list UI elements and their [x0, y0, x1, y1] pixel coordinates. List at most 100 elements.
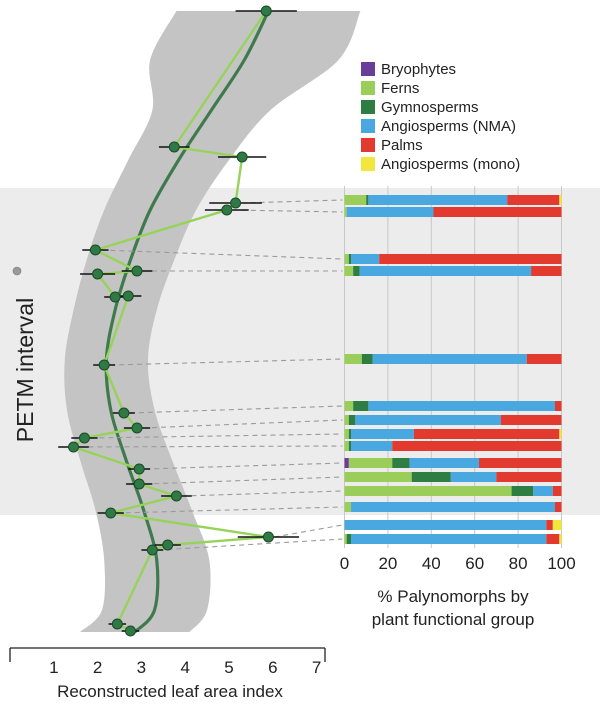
- sample-point: [236, 151, 248, 163]
- legend-swatch: [361, 81, 375, 95]
- bar-segment: [344, 472, 412, 482]
- bar-segment: [409, 458, 480, 468]
- sample-point: [230, 197, 242, 209]
- sample-point: [78, 432, 90, 444]
- bar-segment: [372, 354, 527, 364]
- sample-point: [68, 441, 80, 453]
- legend-label: Angiosperms (NMA): [381, 118, 516, 135]
- percent-tick-labels: 0 20 40 60 80 100: [340, 554, 576, 573]
- bar-segment: [496, 472, 562, 482]
- bar-panel: [344, 186, 562, 548]
- bar-segment: [533, 486, 553, 496]
- petm-interval-label: PETM interval: [12, 298, 38, 442]
- bar-segment: [344, 534, 347, 544]
- lai-tick-label: 4: [180, 658, 189, 677]
- bar-segment: [559, 429, 562, 439]
- bar-segment: [344, 266, 354, 276]
- bar-segment: [531, 266, 562, 276]
- percent-tick-label: 0: [340, 554, 349, 573]
- sample-point: [118, 407, 130, 419]
- legend-swatch: [361, 138, 375, 152]
- bar-segment: [353, 266, 360, 276]
- bar-segment: [344, 254, 349, 264]
- bar-segment: [351, 441, 393, 451]
- lai-tick-labels: 1 2 3 4 5 6 7: [49, 658, 321, 677]
- lai-tick-label: 3: [137, 658, 146, 677]
- sample-point: [111, 618, 123, 630]
- sample-point: [260, 5, 272, 17]
- bar-segment: [511, 486, 534, 496]
- sample-point: [262, 531, 274, 543]
- bar-segment: [359, 266, 532, 276]
- bar-segment: [344, 401, 354, 411]
- bar-segment: [392, 441, 562, 451]
- legend-swatch: [361, 157, 375, 171]
- connector-line: [158, 538, 343, 551]
- bar-segment: [546, 520, 553, 530]
- bar-segment: [554, 502, 562, 512]
- lai-axis-label: Reconstructed leaf area index: [57, 682, 283, 701]
- lai-tick-label: 5: [224, 658, 233, 677]
- bar-segment: [344, 195, 367, 205]
- bar-segment: [368, 401, 555, 411]
- connector-line: [110, 358, 343, 366]
- bar-segment: [348, 441, 352, 451]
- smoothed-trend-line: [104, 10, 270, 634]
- bar-segment: [355, 415, 501, 425]
- bar-segment: [450, 472, 497, 482]
- sample-point: [98, 359, 110, 371]
- sample-point: [131, 422, 143, 434]
- bar-segment: [344, 207, 347, 217]
- bar-segment: [346, 534, 352, 544]
- sample-point: [162, 539, 174, 551]
- bar-segment: [351, 502, 555, 512]
- bar-segment: [526, 354, 562, 364]
- legend-label: Gymnosperms: [381, 99, 479, 116]
- legend-swatch: [361, 100, 375, 114]
- bar-segment: [479, 458, 562, 468]
- bar-segment: [351, 429, 414, 439]
- lai-tick-label: 1: [49, 658, 58, 677]
- connector-line: [145, 476, 343, 485]
- bar-segment: [552, 486, 562, 496]
- connector-line: [101, 249, 343, 260]
- bar-segment: [554, 401, 562, 411]
- bar-segment: [344, 502, 352, 512]
- legend-label: Bryophytes: [381, 61, 456, 78]
- bar-segment: [344, 486, 512, 496]
- sample-point: [89, 244, 101, 256]
- legend-swatch: [361, 62, 375, 76]
- connector-line: [241, 199, 343, 204]
- bar-segment: [344, 441, 349, 451]
- sample-point: [124, 625, 136, 637]
- bar-segment: [361, 354, 373, 364]
- legend-label: Ferns: [381, 80, 419, 97]
- bar-segment: [346, 207, 434, 217]
- bar-segment: [413, 429, 560, 439]
- bar-segment: [552, 520, 562, 530]
- connector-line: [145, 462, 343, 470]
- connector-line: [274, 524, 343, 538]
- bar-segment: [351, 534, 547, 544]
- sample-point: [146, 544, 158, 556]
- percent-tick-label: 100: [547, 554, 575, 573]
- percent-tick-label: 20: [378, 554, 397, 573]
- bar-segment: [379, 254, 562, 264]
- bar-segment: [559, 534, 562, 544]
- sample-point: [133, 463, 145, 475]
- bar-segment: [411, 472, 451, 482]
- bar-segment: [344, 520, 547, 530]
- percent-tick-label: 80: [509, 554, 528, 573]
- bar-segment: [344, 415, 349, 425]
- lai-tick-label: 6: [268, 658, 277, 677]
- connector-line: [116, 506, 343, 514]
- bar-segment: [344, 354, 362, 364]
- sample-point: [170, 490, 182, 502]
- percent-axis-label-line1: % Palynomorphs by: [377, 587, 529, 606]
- lai-tick-label: 2: [93, 658, 102, 677]
- bar-segment: [500, 415, 562, 425]
- bar-segment: [559, 195, 562, 205]
- sample-point: [133, 478, 145, 490]
- sample-point: [122, 290, 134, 302]
